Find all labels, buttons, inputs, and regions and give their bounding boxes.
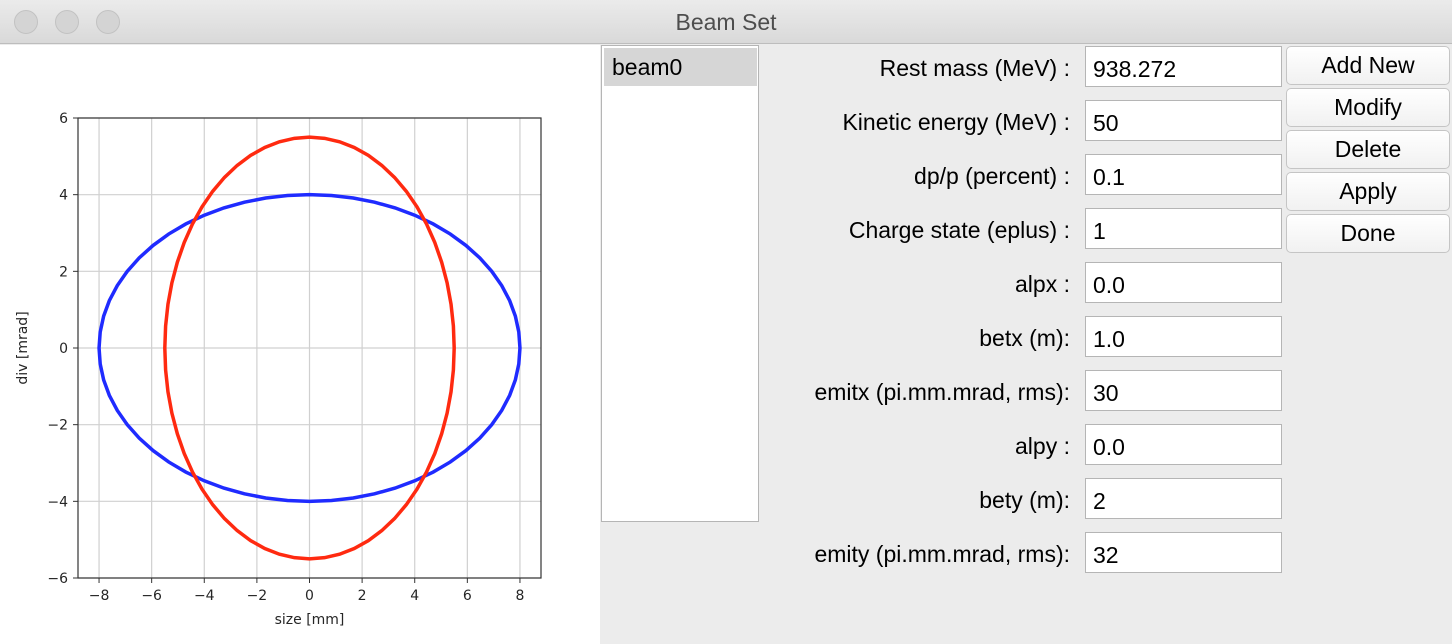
y-tick-label: 0: [59, 341, 68, 357]
delete-button[interactable]: Delete: [1286, 130, 1450, 169]
alpy-input[interactable]: [1085, 424, 1282, 465]
rest-mass-input[interactable]: [1085, 46, 1282, 87]
alpx-label: alpx :: [1015, 271, 1070, 297]
bety-label: bety (m):: [979, 487, 1070, 513]
y-plane-ellipse: [163, 135, 456, 561]
emitx-label: emitx (pi.mm.mrad, rms):: [814, 379, 1070, 405]
x-tick-label: 6: [463, 588, 472, 604]
charge-state-input[interactable]: [1085, 208, 1282, 249]
kinetic-energy-input[interactable]: [1085, 100, 1282, 141]
kinetic-energy-label: Kinetic energy (MeV) :: [842, 109, 1070, 135]
betx-label: betx (m):: [979, 325, 1070, 351]
bety-input[interactable]: [1085, 478, 1282, 519]
x-tick-label: −6: [141, 588, 162, 604]
dp-p-label: dp/p (percent) :: [914, 163, 1070, 189]
y-tick-label: −2: [47, 418, 68, 434]
betx-input[interactable]: [1085, 316, 1282, 357]
y-axis-label: div [mrad]: [15, 311, 31, 384]
minimize-window-icon[interactable]: [55, 10, 79, 34]
alpy-label: alpy :: [1015, 433, 1070, 459]
done-button[interactable]: Done: [1286, 214, 1450, 253]
rest-mass-label: Rest mass (MeV) :: [879, 55, 1070, 81]
emity-label: emity (pi.mm.mrad, rms):: [814, 541, 1070, 567]
emitx-input[interactable]: [1085, 370, 1282, 411]
x-axis-label: size [mm]: [275, 612, 345, 628]
zoom-window-icon[interactable]: [96, 10, 120, 34]
y-tick-label: −4: [47, 494, 68, 510]
apply-button[interactable]: Apply: [1286, 172, 1450, 211]
phase-space-chart: −8 −6 −4 −2 0 2 4 6 8 −6 −4 −2 0 2 4 6 size [mm] div [m…: [15, 111, 542, 628]
y-tick-label: 2: [59, 264, 68, 280]
dp-p-input[interactable]: [1085, 154, 1282, 195]
y-tick-label: 4: [59, 188, 68, 204]
x-tick-label: −8: [89, 588, 110, 604]
y-tick-label: −6: [47, 571, 68, 587]
phase-space-plot: −8 −6 −4 −2 0 2 4 6 8 −6 −4 −2 0 2 4 6 size [mm] div [m…: [0, 45, 600, 644]
beam-list-item[interactable]: beam0: [604, 48, 757, 86]
modify-button[interactable]: Modify: [1286, 88, 1450, 127]
x-tick-label: 0: [305, 588, 314, 604]
y-tick-label: 6: [59, 111, 68, 127]
x-tick-label: 8: [515, 588, 524, 604]
alpx-input[interactable]: [1085, 262, 1282, 303]
close-window-icon[interactable]: [14, 10, 38, 34]
x-tick-label: 2: [358, 588, 367, 604]
beam-listbox[interactable]: beam0: [601, 45, 759, 522]
x-tick-label: −2: [247, 588, 268, 604]
emity-input[interactable]: [1085, 532, 1282, 573]
x-tick-label: −4: [194, 588, 215, 604]
title-bar: Beam Set: [0, 0, 1452, 44]
x-tick-label: 4: [410, 588, 419, 604]
add-new-button[interactable]: Add New: [1286, 46, 1450, 85]
window-title: Beam Set: [675, 9, 777, 35]
x-plane-ellipse: [97, 192, 522, 504]
charge-state-label: Charge state (eplus) :: [848, 217, 1070, 243]
